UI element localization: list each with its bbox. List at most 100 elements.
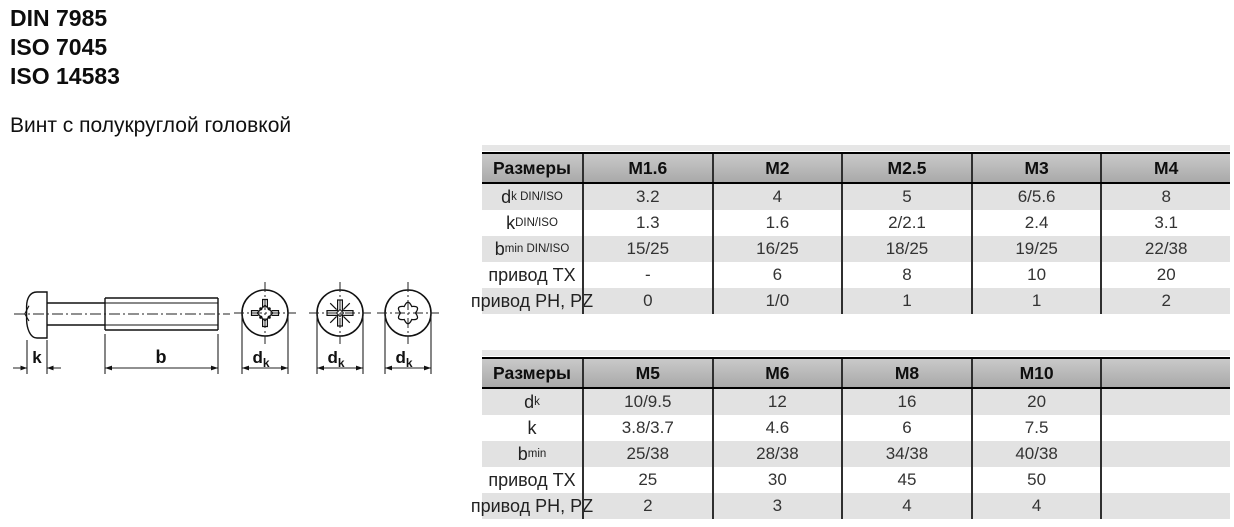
cell-value: 30 [711,467,842,493]
arrowhead [356,365,363,371]
phillips-recess-icon [250,298,280,328]
cell-value: 3 [711,493,842,519]
header-cell [1100,359,1230,387]
cell-value: 5 [841,184,971,210]
header-cell: M10 [970,359,1101,387]
arrowhead [242,365,249,371]
cell-value: 8 [841,262,971,288]
cell-value: 0 [582,288,712,314]
cell-value: 3.2 [582,184,712,210]
cell-value: 2.4 [970,210,1101,236]
extension-lines [316,313,364,374]
arrowhead [105,365,112,371]
standards-list: DIN 7985 ISO 7045 ISO 14583 [10,4,120,91]
cell-value [1100,415,1230,441]
cell-value: 15/25 [582,236,712,262]
cell-value [1100,467,1230,493]
header-cell: M4 [1100,154,1230,182]
arrowhead [211,365,218,371]
cell-value: 4 [970,493,1101,519]
cell-value: 50 [970,467,1101,493]
standard-iso1: ISO 7045 [10,34,108,60]
header-cell: M2 [711,154,842,182]
cell-value: 16 [841,389,971,415]
header-cell: M2.5 [841,154,971,182]
header-cell: M3 [970,154,1101,182]
cell-value: 1/0 [711,288,842,314]
torx-recess-icon [397,301,419,325]
cell-value: 28/38 [711,441,842,467]
screw-shank [47,302,105,326]
cell-value [1100,389,1230,415]
cell-value: 19/25 [970,236,1101,262]
cell-value: 1.3 [582,210,712,236]
product-title: Винт с полукруглой головкой [10,114,292,137]
header-cell: M5 [582,359,712,387]
cell-value: 6/5.6 [970,184,1101,210]
cell-value [1100,441,1230,467]
pozidriv-recess-icon [326,299,354,327]
row-label: b min [517,443,547,464]
table-row: k 3.8/3.7 4.6 6 7.5 [482,415,1230,441]
centerline [234,282,296,344]
header-cell: Размеры [493,362,571,383]
extension-lines [384,313,432,374]
cell-value: 2 [1100,288,1230,314]
dim-dk-label: dk [252,348,269,370]
cell-value: 20 [970,389,1101,415]
technical-drawing: k b dk dk dk [13,282,439,374]
standard-din: DIN 7985 [10,5,108,31]
row-label: привод TX [488,264,576,285]
dim-b-label: b [156,347,167,367]
screw-side-view [14,291,230,339]
cell-value [1100,493,1230,519]
row-label: b min DIN/ISO [494,238,570,259]
row-label: привод TX [488,469,576,490]
arrowhead [281,365,288,371]
header-cell: M8 [841,359,971,387]
dim-dk-label: dk [327,348,344,370]
cell-value: 25/38 [582,441,712,467]
cell-value: 2/2.1 [841,210,971,236]
screw-thread [104,297,219,331]
cell-value: 6 [841,415,971,441]
cell-value: 18/25 [841,236,971,262]
torx-tx-head-view [377,282,439,374]
extension-lines [241,313,289,374]
table-row: привод PH, PZ 0 1/0 1 1 2 [471,288,1230,314]
dim-k-label: k [32,348,42,367]
screw-head [25,291,48,339]
row-label: k [527,417,537,438]
cell-value: 1 [970,288,1101,314]
cell-value: 45 [841,467,971,493]
cell-value: 3.8/3.7 [582,415,712,441]
table-row: b min 25/38 28/38 34/38 40/38 [482,441,1230,467]
table-row: b min DIN/ISO 15/25 16/25 18/25 19/25 22/… [482,236,1230,262]
cell-value: 4 [841,493,971,519]
cell-value: 10/9.5 [582,389,712,415]
cell-value: 7.5 [970,415,1101,441]
cell-value: 6 [711,262,842,288]
cell-value: 34/38 [841,441,971,467]
centerline [309,282,371,344]
cell-value: - [582,262,712,288]
cell-value: 25 [582,467,712,493]
arrowhead [20,365,27,371]
standard-iso2: ISO 14583 [10,63,120,89]
arrowhead [385,365,392,371]
table-row: k DIN/ISO 1.3 1.6 2/2.1 2.4 3.1 [482,210,1230,236]
header-cell: Размеры [493,157,571,178]
cell-value: 16/25 [711,236,842,262]
table-row: привод PH, PZ 2 3 4 4 [471,493,1230,519]
centerline [377,282,439,344]
header-cell: M6 [711,359,842,387]
arrowhead [317,365,324,371]
arrowhead [47,365,54,371]
cell-value: 1.6 [711,210,842,236]
cell-value: 40/38 [970,441,1101,467]
